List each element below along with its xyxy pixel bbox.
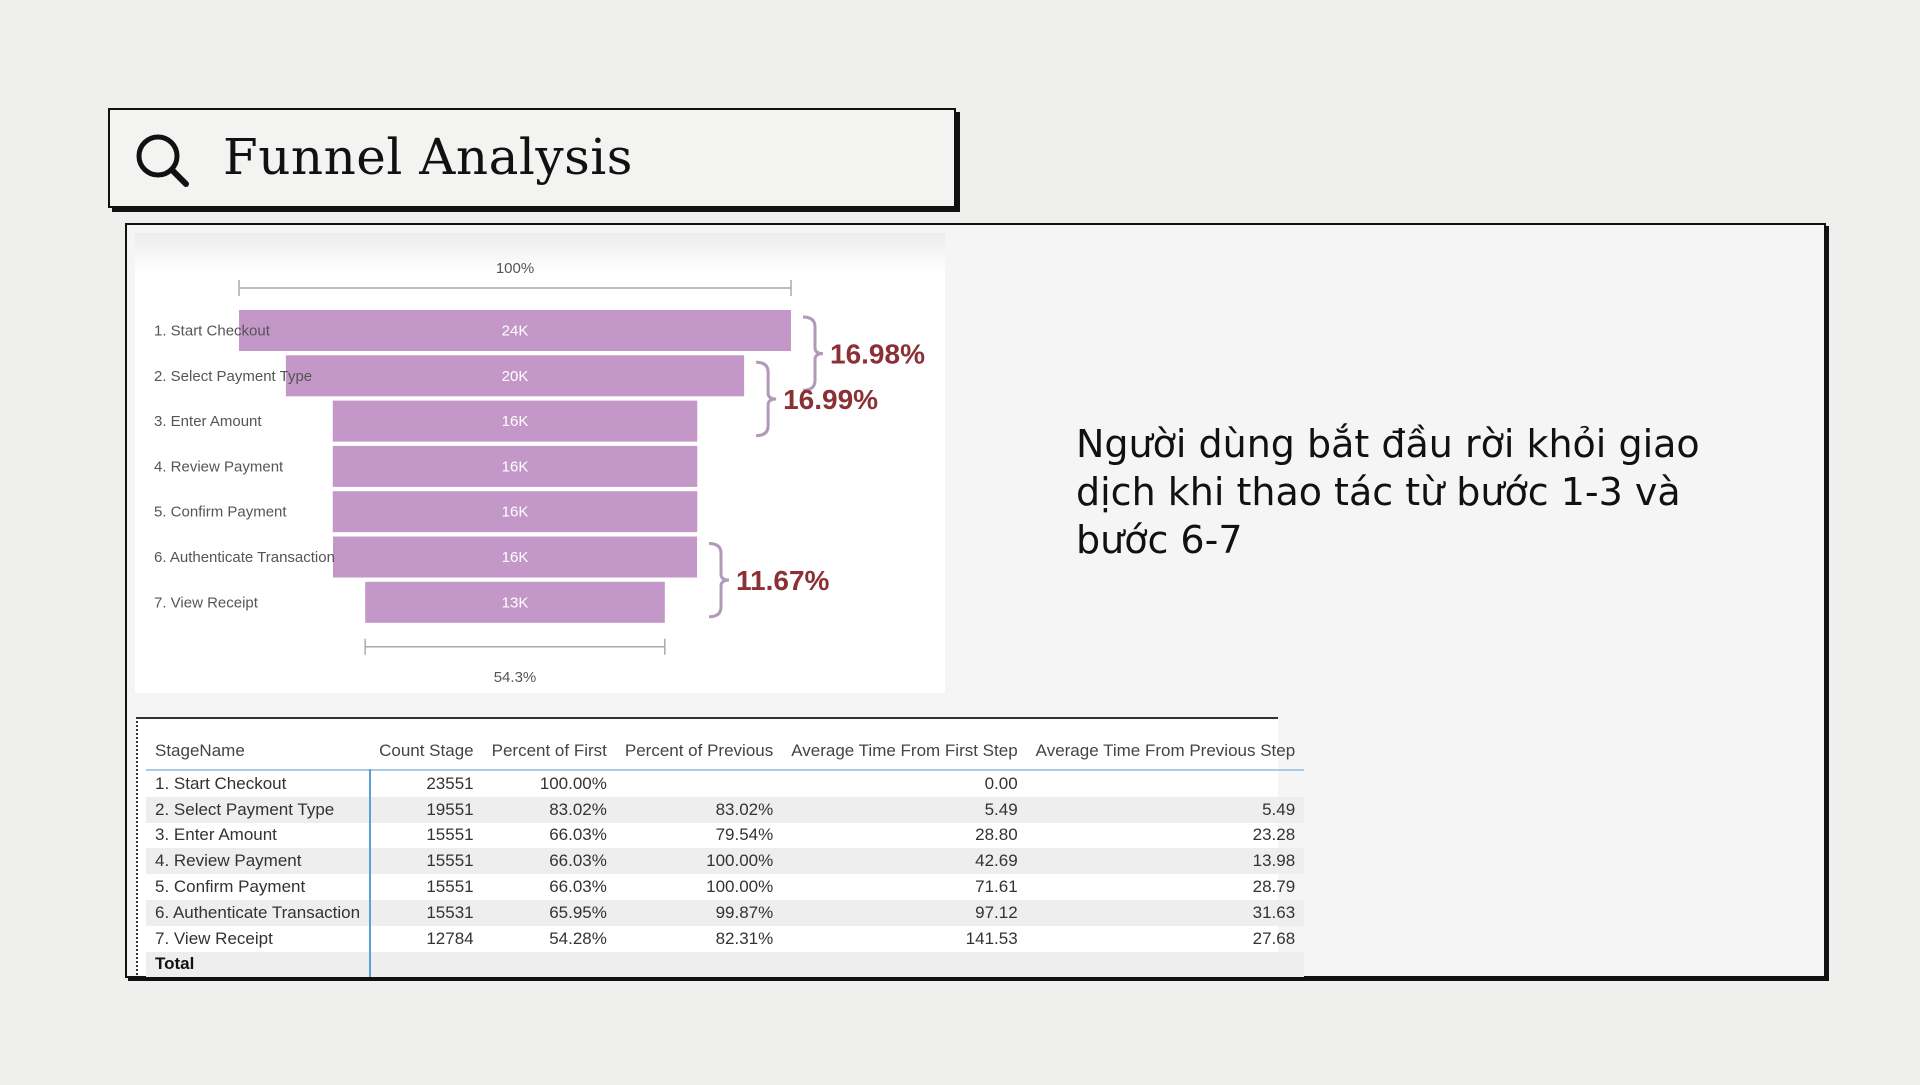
funnel-chart: 24K 1. Start Checkout 20K 2. Select Payment… xyxy=(154,260,792,686)
table-cell: 31.63 xyxy=(1026,899,1305,926)
table-cell: 141.53 xyxy=(965,928,1018,948)
table-cell: 12784 xyxy=(426,928,474,948)
table-cell: 15531 xyxy=(370,899,483,926)
table-row: 1. Start Checkout 23551 100.00% 0.00 xyxy=(146,770,1304,797)
table-cell: 4. Review Payment xyxy=(146,848,372,875)
table-cell: 15551 xyxy=(426,877,474,897)
table-cell: 13.98 xyxy=(1026,848,1305,875)
table-cell xyxy=(1027,770,1305,797)
table-cell: 23551 xyxy=(426,773,474,793)
table-cell: 65.95% xyxy=(482,899,616,926)
table-row: 7. View Receipt 12784 54.28% 82.31% 141.53 27… xyxy=(146,925,1304,952)
table-cell: 5.49 xyxy=(1026,796,1305,823)
table-column-header: Average Time From First Step xyxy=(791,741,1018,760)
funnel-category-label: 5. Confirm Payment xyxy=(154,504,287,521)
table-cell: 99.87% xyxy=(615,899,783,926)
funnel-bar-value-label: 24K xyxy=(502,323,529,340)
table-cell: 5. Confirm Payment xyxy=(146,874,372,900)
table-cell: 27.68 xyxy=(1252,928,1296,948)
table-cell: 100.00% xyxy=(706,877,774,897)
table-total-label: Total xyxy=(146,951,372,978)
funnel-chart-panel: 24K 1. Start Checkout 20K 2. Select Payment… xyxy=(135,233,945,693)
table-cell: 1. Start Checkout xyxy=(146,770,372,797)
funnel-category-label: 3. Enter Amount xyxy=(154,413,262,430)
table-cell: 5.49 xyxy=(782,796,1027,823)
funnel-bar xyxy=(239,310,791,351)
funnel-bar xyxy=(332,445,698,487)
table-cell: 66.03% xyxy=(482,848,616,875)
bottom-percent-label: 54.3% xyxy=(494,669,537,686)
table-cell: 15551 xyxy=(370,848,483,875)
table-row: 6. Authenticate Transaction 15531 65.95% 99… xyxy=(146,899,1305,926)
funnel-category-label: 2. Select Payment Type xyxy=(154,368,312,385)
funnel-bar xyxy=(285,355,745,397)
funnel-bar-value-label: 16K xyxy=(502,549,529,566)
table-cell: 42.69 xyxy=(782,848,1027,875)
table-cell: 66.03% xyxy=(549,825,607,845)
table-cell: 23.28 xyxy=(1252,825,1296,845)
table-cell xyxy=(616,770,782,797)
funnel-category-label: 1. Start Checkout xyxy=(154,323,271,340)
table-cell: 0.00 xyxy=(984,773,1018,793)
stage-table-panel: StageName Count Stage Percent of First Perc… xyxy=(136,717,1305,978)
table-column-header: StageName xyxy=(155,741,245,760)
table-cell xyxy=(615,951,783,978)
table-cell: 15551 xyxy=(426,825,474,845)
table-column-header: Count Stage xyxy=(379,741,474,760)
table-cell xyxy=(482,951,616,978)
table-cell: 79.54% xyxy=(715,825,774,845)
table-row: 5. Confirm Payment 15551 66.03% 100.00% 71.6… xyxy=(146,874,1304,900)
funnel-category-label: 4. Review Payment xyxy=(154,458,284,475)
table-header-row: StageName Count Stage Percent of First Perc… xyxy=(146,733,1305,770)
funnel-bar-value-label: 16K xyxy=(502,504,529,521)
table-cell: 2. Select Payment Type xyxy=(146,796,372,823)
table-cell xyxy=(370,951,483,978)
table-cell: 54.28% xyxy=(549,928,607,948)
table-cell xyxy=(782,951,1027,978)
table-column-header: Percent of Previous xyxy=(624,741,774,760)
table-cell: 7. View Receipt xyxy=(146,925,372,952)
funnel-category-label: 6. Authenticate Transaction xyxy=(154,549,335,566)
table-cell: 100.00% xyxy=(615,848,783,875)
funnel-category-label: 7. View Receipt xyxy=(154,594,259,611)
top-percent-label: 100% xyxy=(496,260,534,277)
title-box: Funnel Analysis xyxy=(108,108,956,208)
funnel-bar-value-label: 20K xyxy=(502,368,529,385)
table-cell: 3. Enter Amount xyxy=(146,822,372,849)
funnel-bar xyxy=(332,536,698,578)
table-cell: 28.79 xyxy=(1252,877,1296,897)
table-cell: 97.12 xyxy=(782,899,1027,926)
insight-note: Người dùng bắt đầu rời khỏi giao dịch kh… xyxy=(1076,422,1700,562)
table-row: 2. Select Payment Type 19551 83.02% 83.02% 5… xyxy=(146,796,1305,823)
table-cell: 71.61 xyxy=(975,877,1018,897)
table-column-header: Average Time From Previous Step xyxy=(1035,741,1296,760)
funnel-bar xyxy=(332,491,698,533)
table-row: 3. Enter Amount 15551 66.03% 79.54% 28.80 23.… xyxy=(146,822,1304,849)
page-title: Funnel Analysis xyxy=(223,128,633,186)
table-cell: 6. Authenticate Transaction xyxy=(146,899,372,926)
funnel-bar xyxy=(332,400,698,442)
funnel-bar xyxy=(365,581,665,623)
table-total-row: Total xyxy=(146,951,1305,978)
table-cell: 83.02% xyxy=(482,796,616,823)
table-cell: 100.00% xyxy=(539,773,607,793)
table-cell: 82.31% xyxy=(715,928,774,948)
funnel-bar-value-label: 16K xyxy=(502,458,529,475)
table-cell: 28.80 xyxy=(975,825,1018,845)
table-cell: 66.03% xyxy=(549,877,607,897)
funnel-bar-value-label: 13K xyxy=(502,594,529,611)
table-cell xyxy=(1026,951,1305,978)
stage-table: StageName Count Stage Percent of First Perc… xyxy=(146,733,1305,978)
table-cell: 19551 xyxy=(370,796,483,823)
table-column-header: Percent of First xyxy=(491,741,607,760)
search-icon xyxy=(136,134,189,187)
funnel-bar-value-label: 16K xyxy=(502,413,529,430)
table-cell: 83.02% xyxy=(615,796,783,823)
table-row: 4. Review Payment 15551 66.03% 100.00% 42.69… xyxy=(146,848,1305,875)
